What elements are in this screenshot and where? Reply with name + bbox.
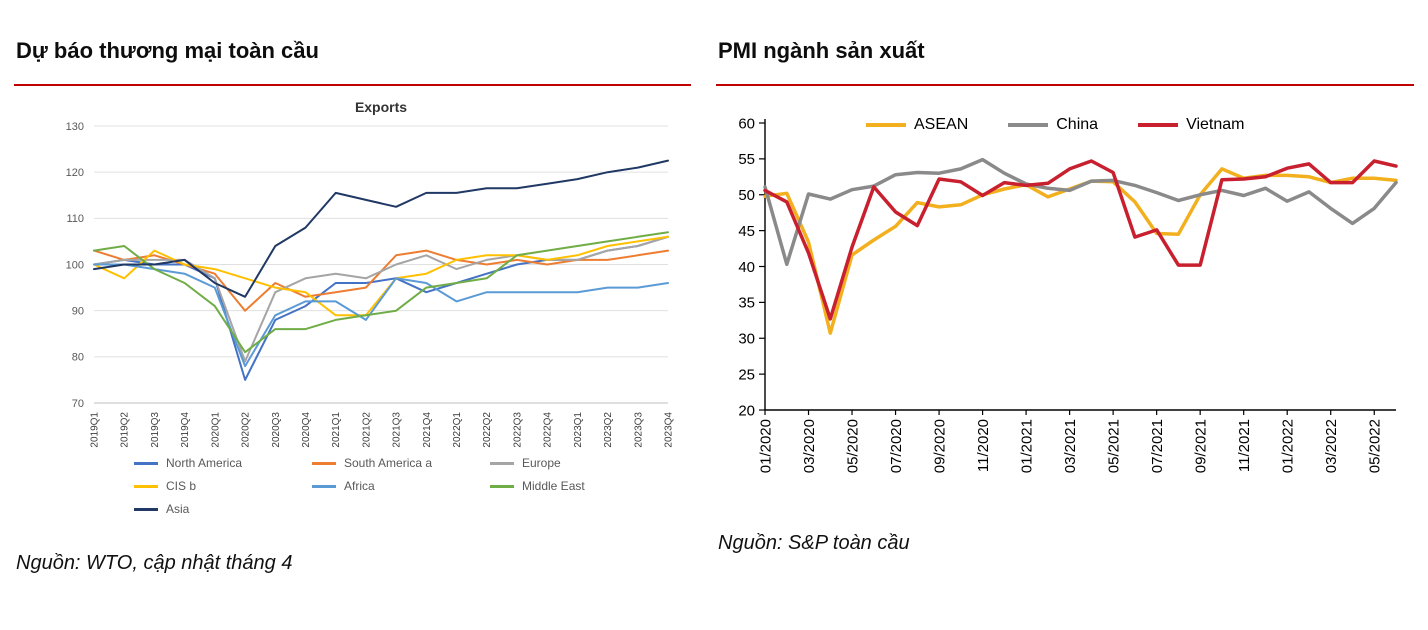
svg-text:120: 120 [66, 167, 84, 179]
svg-text:2021Q3: 2021Q3 [392, 412, 403, 448]
legend-item-china: China [1008, 116, 1098, 134]
svg-text:90: 90 [72, 306, 84, 318]
legend-swatch-icon [134, 507, 158, 511]
legend-label: Asia [166, 502, 190, 516]
legend-swatch-icon [490, 484, 514, 488]
legend-swatch-icon [490, 461, 514, 465]
legend-label: North America [166, 456, 243, 470]
svg-text:30: 30 [738, 331, 755, 348]
svg-text:2020Q2: 2020Q2 [241, 412, 252, 448]
pmi-figure: 20 25 30 35 40 45 50 55 60 01/2020 03/2020 05/2020 0… [716, 96, 1414, 492]
svg-text:2023Q3: 2023Q3 [633, 412, 644, 448]
legend-item-europe: Europe [490, 456, 658, 470]
legend-item-middle-east: Middle East [490, 479, 658, 493]
svg-text:05/2020: 05/2020 [844, 419, 861, 473]
legend-label: South America a [344, 456, 433, 470]
svg-text:2023Q1: 2023Q1 [573, 412, 584, 448]
legend-swatch-icon [866, 123, 906, 127]
legend-item-north-america: North America [134, 456, 302, 470]
pmi-line-chart: 20 25 30 35 40 45 50 55 60 01/2020 03/2020 05/2020 0… [738, 115, 1398, 473]
svg-text:01/2022: 01/2022 [1279, 419, 1296, 473]
legend-swatch-icon [1008, 123, 1049, 127]
svg-text:09/2020: 09/2020 [931, 419, 948, 473]
svg-text:07/2021: 07/2021 [1149, 419, 1166, 473]
svg-text:55: 55 [738, 151, 755, 168]
legend-swatch-icon [134, 484, 158, 488]
legend-item-africa: Africa [312, 479, 480, 493]
svg-text:100: 100 [66, 259, 84, 271]
panel-pmi: PMI ngành sản xuất 20 25 30 35 40 45 50 55 60 01/… [716, 22, 1414, 555]
svg-text:03/2020: 03/2020 [801, 419, 818, 473]
svg-text:2019Q1: 2019Q1 [90, 412, 101, 448]
legend-item-asean: ASEAN [866, 116, 968, 134]
legend-label: China [1056, 116, 1099, 133]
svg-text:2022Q3: 2022Q3 [512, 412, 523, 448]
svg-text:25: 25 [738, 366, 755, 383]
legend-label: CIS b [166, 479, 197, 493]
panel-trade-forecast: Dự báo thương mại toàn cầu 70 80 90 100 110 1… [14, 22, 691, 575]
legend-item-cis-b: CIS b [134, 479, 302, 493]
svg-text:03/2022: 03/2022 [1323, 419, 1340, 473]
svg-text:05/2021: 05/2021 [1105, 419, 1122, 473]
svg-text:2019Q3: 2019Q3 [150, 412, 161, 448]
red-divider-left [14, 84, 691, 86]
svg-text:110: 110 [66, 213, 84, 225]
svg-text:20: 20 [738, 402, 755, 419]
svg-text:40: 40 [738, 259, 755, 276]
legend-item-south-america-a: South America a [312, 456, 480, 470]
svg-text:2022Q2: 2022Q2 [482, 412, 493, 448]
svg-text:2021Q1: 2021Q1 [331, 412, 342, 448]
legend-item-asia: Asia [134, 502, 302, 516]
legend-swatch-icon [1138, 123, 1179, 127]
svg-text:2019Q2: 2019Q2 [120, 412, 131, 448]
svg-text:80: 80 [72, 352, 84, 364]
source-note-right: Nguồn: S&P toàn cầu [718, 532, 910, 554]
legend-label: ASEAN [914, 116, 969, 133]
legend-label: Africa [344, 479, 375, 493]
svg-text:2023Q2: 2023Q2 [603, 412, 614, 448]
svg-text:11/2020: 11/2020 [975, 419, 992, 472]
svg-text:130: 130 [66, 121, 84, 133]
svg-text:2020Q3: 2020Q3 [271, 412, 282, 448]
svg-text:35: 35 [738, 295, 755, 312]
legend-swatch-icon [134, 461, 158, 465]
pmi-title: PMI ngành sản xuất [718, 38, 925, 63]
legend-label: Europe [522, 456, 561, 470]
svg-text:50: 50 [738, 187, 755, 204]
svg-text:Exports: Exports [355, 99, 407, 115]
svg-text:07/2020: 07/2020 [888, 419, 905, 473]
exports-legend: North America South America a Europe CIS b A… [134, 456, 691, 516]
svg-text:2020Q1: 2020Q1 [210, 412, 221, 448]
red-divider-right [716, 84, 1414, 86]
svg-text:2022Q4: 2022Q4 [543, 412, 554, 448]
svg-text:2021Q2: 2021Q2 [361, 412, 372, 448]
svg-text:01/2020: 01/2020 [757, 419, 774, 473]
legend-swatch-icon [312, 461, 336, 465]
legend-label: Middle East [522, 479, 585, 493]
svg-text:2022Q1: 2022Q1 [452, 412, 463, 448]
svg-text:01/2021: 01/2021 [1018, 419, 1035, 473]
svg-text:60: 60 [738, 115, 755, 132]
svg-text:2019Q4: 2019Q4 [180, 412, 191, 448]
svg-text:09/2021: 09/2021 [1192, 419, 1209, 473]
exports-line-chart: 70 80 90 100 110 120 130 2019Q1 2019Q2 2019Q3 2019… [66, 99, 675, 448]
svg-text:11/2021: 11/2021 [1236, 419, 1253, 472]
legend-swatch-icon [312, 484, 336, 488]
source-note-left: Nguồn: WTO, cập nhật tháng 4 [16, 552, 293, 574]
svg-text:03/2021: 03/2021 [1062, 419, 1079, 473]
exports-figure: 70 80 90 100 110 120 130 2019Q1 2019Q2 2019Q3 2019… [14, 96, 691, 516]
trade-forecast-title: Dự báo thương mại toàn cầu [16, 38, 319, 63]
svg-text:2021Q4: 2021Q4 [422, 412, 433, 448]
legend-label: Vietnam [1186, 116, 1245, 133]
pmi-legend: ASEAN China Vietnam [866, 116, 1244, 134]
svg-text:2020Q4: 2020Q4 [301, 412, 312, 448]
svg-text:2023Q4: 2023Q4 [664, 412, 675, 448]
svg-text:70: 70 [72, 398, 84, 410]
svg-text:45: 45 [738, 223, 755, 240]
legend-item-vietnam: Vietnam [1138, 116, 1244, 134]
svg-text:05/2022: 05/2022 [1366, 419, 1383, 473]
